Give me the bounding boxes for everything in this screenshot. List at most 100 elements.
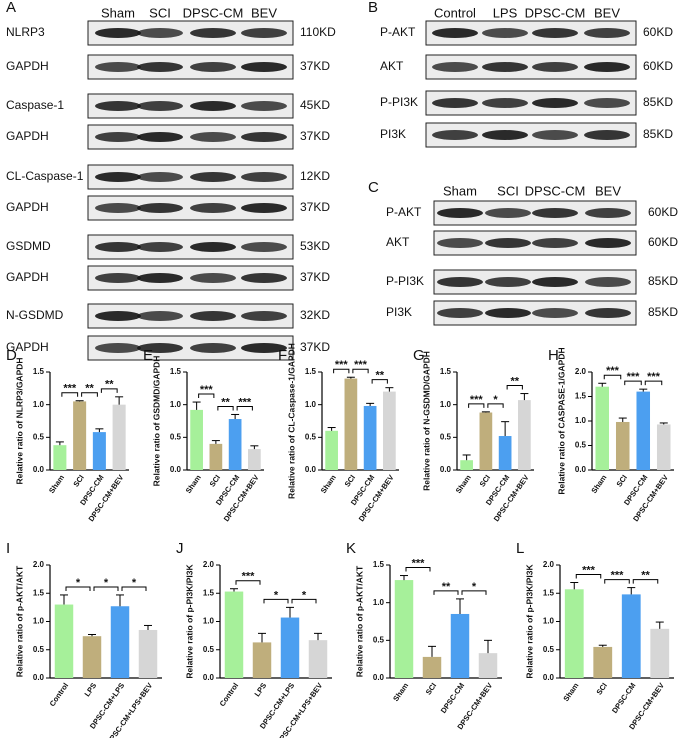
y-axis-label: Relative ratio of p-AKT/AKT [14,565,24,677]
y-tick-label: 0.0 [575,465,587,474]
y-tick-label: 0.0 [373,673,385,682]
band [95,242,141,252]
band [432,28,478,38]
bar [224,591,244,678]
lane-label: SCI [497,183,519,198]
band [137,132,183,142]
y-tick-label: 1.5 [373,560,385,569]
band [190,132,236,142]
x-tick-label: Sham [319,473,338,495]
significance-label: *** [412,557,426,569]
significance-bracket [217,405,234,411]
panel-letter: L [516,540,524,557]
band [190,311,236,321]
significance-bracket [632,579,659,584]
row-label: GAPDH [6,129,49,143]
row-label: P-AKT [380,25,416,39]
bar [138,629,158,678]
bar [593,646,613,678]
band [532,238,578,248]
row-label: N-GSDMD [6,308,64,322]
panel-letter: H [548,347,559,364]
y-tick-label: 0.5 [203,645,215,654]
bar [595,386,610,470]
y-tick-label: 0.5 [543,645,555,654]
significance-label: ** [375,370,384,382]
panel-letter: A [6,0,16,16]
band [190,273,236,283]
y-axis-label: Relative ratio of CASPASE-1/GAPDH [556,347,566,494]
significance-bracket [603,374,622,380]
significance-label: ** [221,396,230,408]
significance-bracket [81,392,98,397]
y-tick-label: 0.5 [33,432,45,441]
band [482,28,528,38]
size-label: 53KD [300,239,330,253]
y-tick-label: 2.0 [203,560,215,569]
significance-label: *** [335,359,349,371]
band [482,98,528,108]
x-tick-label: Sham [589,473,608,495]
bar [92,432,106,470]
lane-label: Control [434,5,476,20]
y-tick-label: 2.0 [33,560,45,569]
lane-label: LPS [493,5,518,20]
significance-bracket [468,403,485,408]
x-tick-label: LPS [253,681,269,698]
row-label: AKT [380,59,404,73]
band [532,130,578,140]
significance-label: *** [354,359,368,371]
y-tick-label: 0.0 [305,465,317,474]
size-label: 37KD [300,129,330,143]
size-label: 60KD [643,59,673,73]
band [95,203,141,213]
significance-label: * [493,394,498,406]
band [485,308,531,318]
significance-bracket [198,393,215,399]
y-tick-label: 2.0 [543,560,555,569]
bar [252,642,272,678]
y-tick-label: 0.0 [170,465,182,474]
band [432,62,478,72]
y-tick-label: 0.5 [373,635,385,644]
band [532,28,578,38]
lane-label: BEV [251,5,277,20]
band [95,343,141,353]
bar [248,449,261,470]
bar [564,589,584,678]
band [241,101,287,111]
band [137,343,183,353]
band [137,62,183,72]
bar [460,460,473,470]
band [437,308,483,318]
band [95,273,141,283]
y-tick-label: 0.5 [33,645,45,654]
significance-bracket [352,368,369,374]
size-label: 32KD [300,308,330,322]
bar [450,613,470,678]
y-tick-label: 1.5 [575,392,587,401]
panel-letter: C [368,179,379,196]
bar [498,436,512,470]
significance-label: *** [242,571,256,583]
band [137,273,183,283]
bar [650,628,670,678]
band [584,62,630,72]
bar [636,391,651,470]
significance-label: ** [442,581,451,593]
bar [621,594,641,678]
significance-label: * [104,577,109,589]
bar [394,580,414,678]
lane-label: Sham [443,183,477,198]
size-label: 85KD [648,274,678,288]
band [241,203,287,213]
y-tick-label: 0.5 [170,432,182,441]
band [241,343,287,353]
y-tick-label: 1.5 [305,367,317,376]
significance-bracket [461,590,487,595]
panel-letter: I [6,540,10,557]
panel-letter: E [143,347,153,364]
significance-bracket [644,380,663,386]
band [432,130,478,140]
